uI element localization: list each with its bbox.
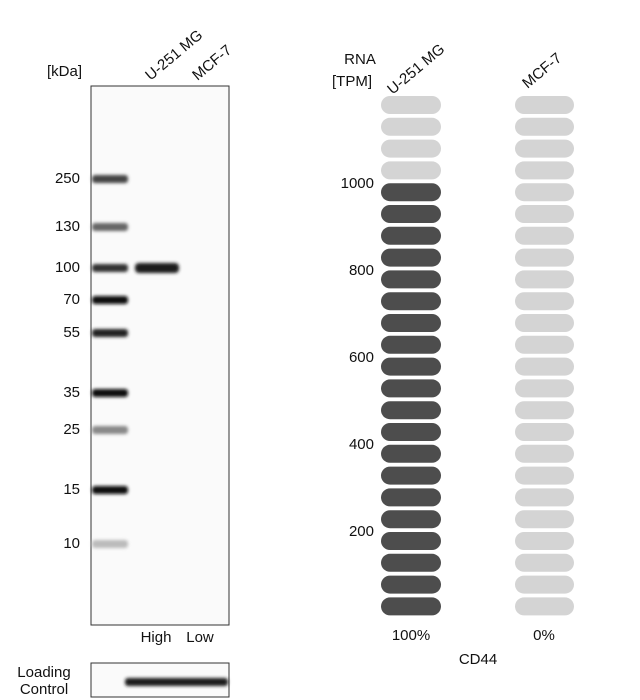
marker-label: 10 (63, 535, 80, 552)
ladder-band (92, 175, 128, 183)
ladder-band (92, 389, 128, 397)
rna-pill (515, 357, 574, 376)
ladder-band (92, 486, 128, 494)
rna-pill (381, 575, 441, 594)
ladder-band (92, 264, 128, 272)
marker-label: 15 (63, 481, 80, 498)
kda-label: [kDa] (47, 63, 82, 80)
rna-pill (515, 597, 574, 616)
marker-label: 70 (63, 291, 80, 308)
rna-pill (381, 423, 441, 441)
rna-pill (515, 335, 574, 354)
rna-pill (515, 139, 574, 158)
ladder-band (92, 329, 128, 337)
loading-band (125, 678, 228, 686)
marker-label: 130 (55, 218, 80, 235)
rna-pill (515, 444, 574, 463)
rna-tick-label: 1000 (341, 175, 374, 192)
rna-unit: [TPM] (332, 73, 372, 90)
rna-pill (515, 314, 574, 332)
rna-pill (515, 532, 574, 550)
rna-pill (381, 205, 441, 223)
rna-pill (515, 401, 574, 420)
rna-pill (515, 117, 574, 136)
marker-label: 100 (55, 259, 80, 276)
rna-pill (381, 532, 441, 550)
rna-tick-label: 600 (349, 349, 374, 366)
rna-tick-label: 200 (349, 523, 374, 540)
rna-pill (515, 510, 574, 529)
rna-pill (381, 510, 441, 529)
rna-pill (515, 488, 574, 507)
rna-pill (381, 488, 441, 507)
rna-pill (515, 248, 574, 267)
rna-pill (515, 292, 574, 311)
rna-pill (381, 357, 441, 376)
rna-pill (381, 444, 441, 463)
rna-unit: RNA (344, 51, 376, 68)
rna-pill (515, 553, 574, 572)
rna-pill (381, 226, 441, 245)
percentage: 0% (533, 627, 555, 644)
marker-label: 55 (63, 324, 80, 341)
level-label: High (141, 629, 172, 646)
rna-pill (515, 183, 574, 202)
rna-pill (381, 314, 441, 332)
sample-label: MCF-7 (519, 50, 565, 92)
rna-pill (381, 466, 441, 485)
loading-label: Control (20, 681, 68, 698)
gene-label: CD44 (459, 651, 497, 668)
rna-pill (515, 161, 574, 180)
rna-pill (515, 226, 574, 245)
rna-pill (515, 205, 574, 223)
rna-pill (515, 466, 574, 485)
marker-label: 250 (55, 170, 80, 187)
rna-pill (381, 335, 441, 354)
ladder-band (92, 426, 128, 434)
rna-pill (381, 161, 441, 180)
rna-pill (381, 597, 441, 616)
percentage: 100% (392, 627, 430, 644)
sample-band (135, 263, 179, 273)
rna-tick-label: 400 (349, 436, 374, 453)
rna-pill (515, 96, 574, 114)
rna-tick-label: 800 (349, 262, 374, 279)
rna-pill (381, 96, 441, 114)
rna-pill (381, 183, 441, 202)
rna-pill (381, 401, 441, 420)
rna-pill (515, 379, 574, 398)
ladder-band (92, 540, 128, 548)
ladder-band (92, 296, 128, 304)
rna-pill (381, 292, 441, 311)
rna-pill (515, 575, 574, 594)
level-label: Low (186, 629, 214, 646)
marker-label: 35 (63, 384, 80, 401)
rna-pill (381, 139, 441, 158)
rna-pill (381, 553, 441, 572)
rna-pill (381, 248, 441, 267)
rna-pill (515, 423, 574, 441)
marker-label: 25 (63, 421, 80, 438)
sample-label: U-251 MG (384, 41, 448, 98)
rna-pill (381, 117, 441, 136)
rna-pill (381, 379, 441, 398)
rna-pill (381, 270, 441, 289)
rna-pill (515, 270, 574, 289)
ladder-band (92, 223, 128, 231)
loading-label: Loading (17, 664, 70, 681)
